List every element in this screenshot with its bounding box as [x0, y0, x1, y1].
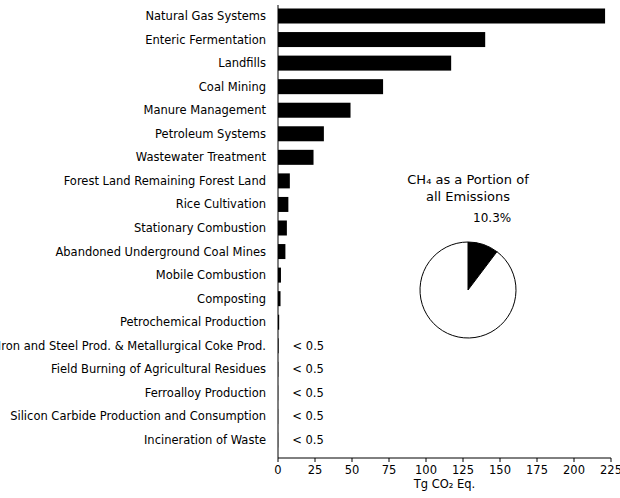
bar [278, 79, 383, 94]
x-tick [426, 458, 427, 462]
pie-title-line: CH₄ as a Portion of [407, 172, 529, 187]
category-label: Mobile Combustion [156, 268, 266, 282]
bar [278, 173, 290, 188]
category-label: Composting [197, 292, 266, 306]
category-label: Manure Management [143, 103, 266, 117]
x-tick-label: 150 [489, 463, 511, 477]
category-label: Petrochemical Production [120, 315, 266, 329]
pie [420, 242, 516, 338]
data-label: < 0.5 [292, 362, 324, 376]
bar [278, 126, 324, 141]
data-label: < 0.5 [292, 433, 324, 447]
labels: Natural Gas Systems Enteric Fermentation L… [0, 9, 324, 447]
bar [278, 150, 314, 165]
category-label: Silicon Carbide Production and Consumpti… [10, 409, 266, 423]
x-axis-label: Tg CO₂ Eq. [413, 477, 476, 491]
pie-title-line: all Emissions [426, 189, 510, 204]
x-tick [537, 458, 538, 462]
y-axis [278, 5, 279, 458]
x-tick [463, 458, 464, 462]
category-label: Petroleum Systems [155, 127, 266, 141]
data-label: < 0.5 [292, 409, 324, 423]
bar [278, 197, 288, 212]
x-tick [315, 458, 316, 462]
x-tick [278, 458, 279, 462]
x-tick [500, 458, 501, 462]
chart-root: Natural Gas Systems Enteric Fermentation L… [0, 0, 620, 498]
category-label: Natural Gas Systems [145, 9, 266, 23]
category-label: Incineration of Waste [144, 433, 266, 447]
bars [278, 9, 605, 448]
category-label: Landfills [218, 56, 266, 70]
category-label: Enteric Fermentation [145, 33, 266, 47]
category-label: Field Burning of Agricultural Residues [51, 362, 266, 376]
x-tick [352, 458, 353, 462]
x-tick-label: 100 [415, 463, 437, 477]
bar [278, 56, 451, 71]
category-label: Forest Land Remaining Forest Land [64, 174, 266, 188]
bar [278, 244, 285, 259]
category-label: Iron and Steel Prod. & Metallurgical Cok… [0, 339, 266, 353]
bar [278, 103, 351, 118]
x-tick-label: 0 [274, 463, 281, 477]
x-tick-label: 125 [452, 463, 474, 477]
x-tick [574, 458, 575, 462]
pie-label: 10.3% [473, 211, 511, 225]
category-label: Ferroalloy Production [145, 386, 266, 400]
category-label: Abandoned Underground Coal Mines [55, 245, 266, 259]
x-axis [278, 458, 611, 459]
category-label: Stationary Combustion [134, 221, 266, 235]
x-tick [389, 458, 390, 462]
bar [278, 221, 287, 236]
pie-title: CH₄ as a Portion of all Emissions [407, 172, 529, 204]
category-label: Rice Cultivation [176, 197, 266, 211]
x-tick-label: 175 [526, 463, 548, 477]
data-label: < 0.5 [292, 386, 324, 400]
bar [278, 9, 605, 24]
x-tick [611, 458, 612, 462]
pie-slice [420, 242, 516, 338]
x-tick-label: 200 [563, 463, 585, 477]
bar [278, 32, 485, 47]
category-label: Coal Mining [199, 80, 266, 94]
x-tick-label: 25 [308, 463, 323, 477]
x-tick-label: 225 [600, 463, 620, 477]
category-label: Wastewater Treatment [136, 150, 267, 164]
x-tick-label: 75 [382, 463, 397, 477]
x-tick-label: 50 [345, 463, 360, 477]
data-label: < 0.5 [293, 339, 325, 353]
